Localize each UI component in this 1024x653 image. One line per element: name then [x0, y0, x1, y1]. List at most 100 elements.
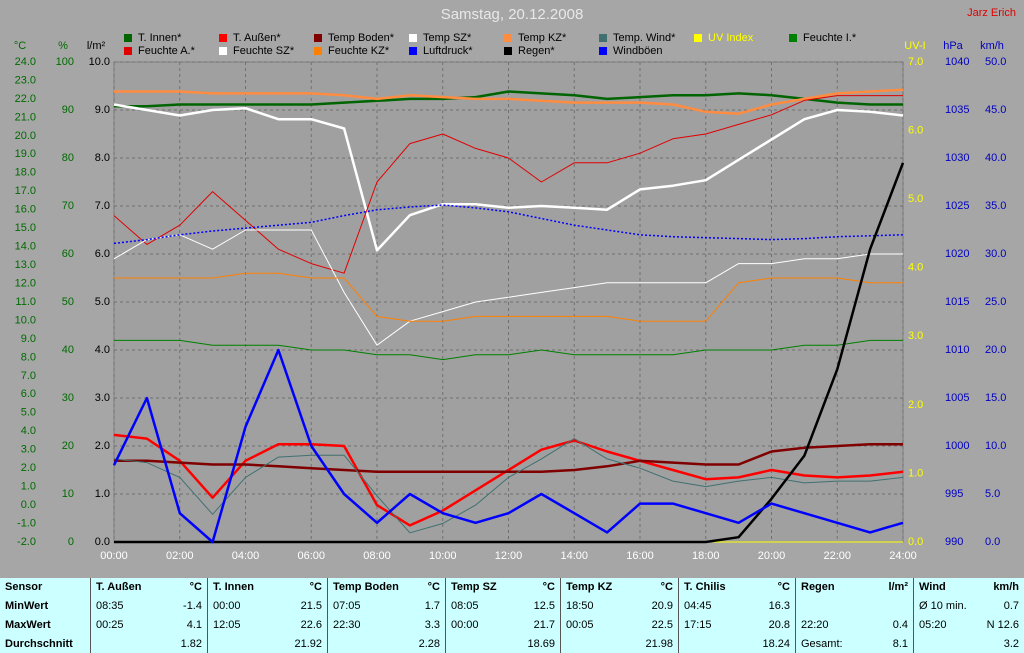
table-cell: 08:05 12.5	[445, 596, 560, 616]
series-line	[114, 339, 903, 361]
y-tick-label: 6.0	[21, 388, 36, 400]
y-tick-label: 35.0	[985, 200, 1006, 212]
row-label: Durchschnitt	[0, 634, 90, 653]
table-cell: Gesamt: 8.1	[795, 634, 913, 653]
y-tick-label: 14.0	[15, 241, 36, 253]
y-tick-label: 0.0	[95, 536, 110, 548]
y-tick-label: 10	[62, 488, 74, 500]
y-tick-label: 20	[62, 440, 74, 452]
table-cell: Ø 10 min. 0.7	[913, 596, 1024, 616]
x-tick-label: 16:00	[626, 550, 654, 562]
cell-text: °C	[427, 581, 440, 594]
cell-text: 00:05	[566, 618, 594, 631]
cell-text: 12:05	[213, 618, 241, 631]
cell-text: 21.98	[645, 637, 673, 650]
series-line	[114, 162, 905, 544]
table-cell: 2.28	[327, 634, 445, 653]
x-tick-label: 06:00	[297, 550, 325, 562]
cell-text: 8.1	[892, 637, 908, 650]
legend-swatch	[599, 34, 607, 42]
y-tick-label: 45.0	[985, 104, 1006, 116]
y-tick-label: 1.0	[21, 481, 36, 493]
cell-text: T. Chilis	[684, 581, 726, 594]
legend-label: Temp Boden*	[328, 32, 395, 44]
cell-text: Durchschnitt	[5, 637, 73, 650]
series-line	[114, 88, 904, 115]
table-cell: 00:00 21.7	[445, 615, 560, 635]
series-line	[113, 204, 904, 245]
cell-text: 1.7	[424, 600, 440, 613]
row-label: MinWert	[0, 597, 90, 616]
stats-table: Sensor T. Außen °C T. Innen °C Temp Boden °C Te…	[0, 578, 1024, 653]
y-tick-label: 7.0	[21, 370, 36, 382]
cell-text: 05:20	[919, 618, 947, 631]
y-tick-label: 30.0	[985, 248, 1006, 260]
cell-text: km/h	[993, 581, 1019, 594]
legend-swatch	[409, 34, 417, 42]
legend-swatch	[504, 34, 512, 42]
y-tick-label: 20.0	[15, 130, 36, 142]
series-line	[113, 438, 904, 534]
y-tick-label: 4.0	[908, 262, 923, 274]
series-line	[113, 103, 904, 252]
y-tick-label: 1035	[945, 104, 969, 116]
y-tick-label: 12.0	[15, 277, 36, 289]
y-tick-label: 4.0	[95, 344, 110, 356]
y-tick-label: 1015	[945, 296, 969, 308]
y-tick-label: 2.0	[95, 440, 110, 452]
y-tick-label: 5.0	[985, 488, 1000, 500]
y-tick-label: 9.0	[21, 333, 36, 345]
legend-label: Feuchte A.*	[138, 45, 196, 57]
cell-text: Temp SZ	[451, 581, 497, 594]
column-header: T. Außen °C	[90, 578, 207, 597]
cell-text: 08:35	[96, 600, 124, 613]
series-line	[114, 442, 903, 474]
x-tick-label: 08:00	[363, 550, 391, 562]
series-line	[114, 272, 903, 322]
cell-text: 20.8	[768, 618, 790, 631]
axis-label: km/h	[980, 40, 1004, 52]
table-cell: 08:35 -1.4	[90, 596, 207, 616]
y-tick-label: 0.0	[21, 499, 36, 511]
y-tick-label: 7.0	[908, 56, 923, 68]
y-tick-label: 0.0	[985, 536, 1000, 548]
legend-swatch	[124, 34, 132, 42]
y-tick-label: 1025	[945, 200, 969, 212]
y-tick-label: 20.0	[985, 344, 1006, 356]
cell-text: 16.3	[768, 600, 790, 613]
y-tick-label: 21.0	[15, 111, 36, 123]
column-header: Wind km/h	[913, 578, 1024, 597]
cell-text: 0.7	[1003, 600, 1019, 613]
legend-label: Feuchte KZ*	[328, 45, 390, 57]
y-tick-label: 13.0	[15, 259, 36, 271]
cell-text: N 12.6	[986, 618, 1019, 631]
table-cell: 1.82	[90, 634, 207, 653]
legend-swatch	[409, 47, 417, 55]
y-tick-label: 1010	[945, 344, 969, 356]
y-tick-label: 1040	[945, 56, 969, 68]
y-tick-label: 3.0	[908, 330, 923, 342]
cell-text: 21.92	[294, 637, 322, 650]
legend-label: T. Innen*	[138, 32, 182, 44]
y-tick-label: 100	[56, 56, 74, 68]
cell-text: Sensor	[5, 581, 43, 594]
axis-label: °C	[14, 40, 26, 52]
y-tick-label: 6.0	[95, 248, 110, 260]
y-tick-label: 24.0	[15, 56, 36, 68]
table-cell: 22:30 3.3	[327, 615, 445, 635]
legend-label: Temp SZ*	[423, 32, 472, 44]
x-tick-label: 18:00	[692, 550, 720, 562]
cell-text: 22:30	[333, 618, 361, 631]
x-tick-label: 00:00	[100, 550, 128, 562]
y-tick-label: 4.0	[21, 425, 36, 437]
y-tick-label: -1.0	[17, 517, 36, 529]
x-tick-label: 04:00	[232, 550, 260, 562]
chart-title: Samstag, 20.12.2008	[441, 6, 584, 23]
x-tick-label: 02:00	[166, 550, 194, 562]
y-tick-label: 18.0	[15, 167, 36, 179]
y-tick-label: 30	[62, 392, 74, 404]
legend-swatch	[314, 47, 322, 55]
cell-text: °C	[777, 581, 790, 594]
column-header: Temp SZ °C	[445, 578, 560, 597]
